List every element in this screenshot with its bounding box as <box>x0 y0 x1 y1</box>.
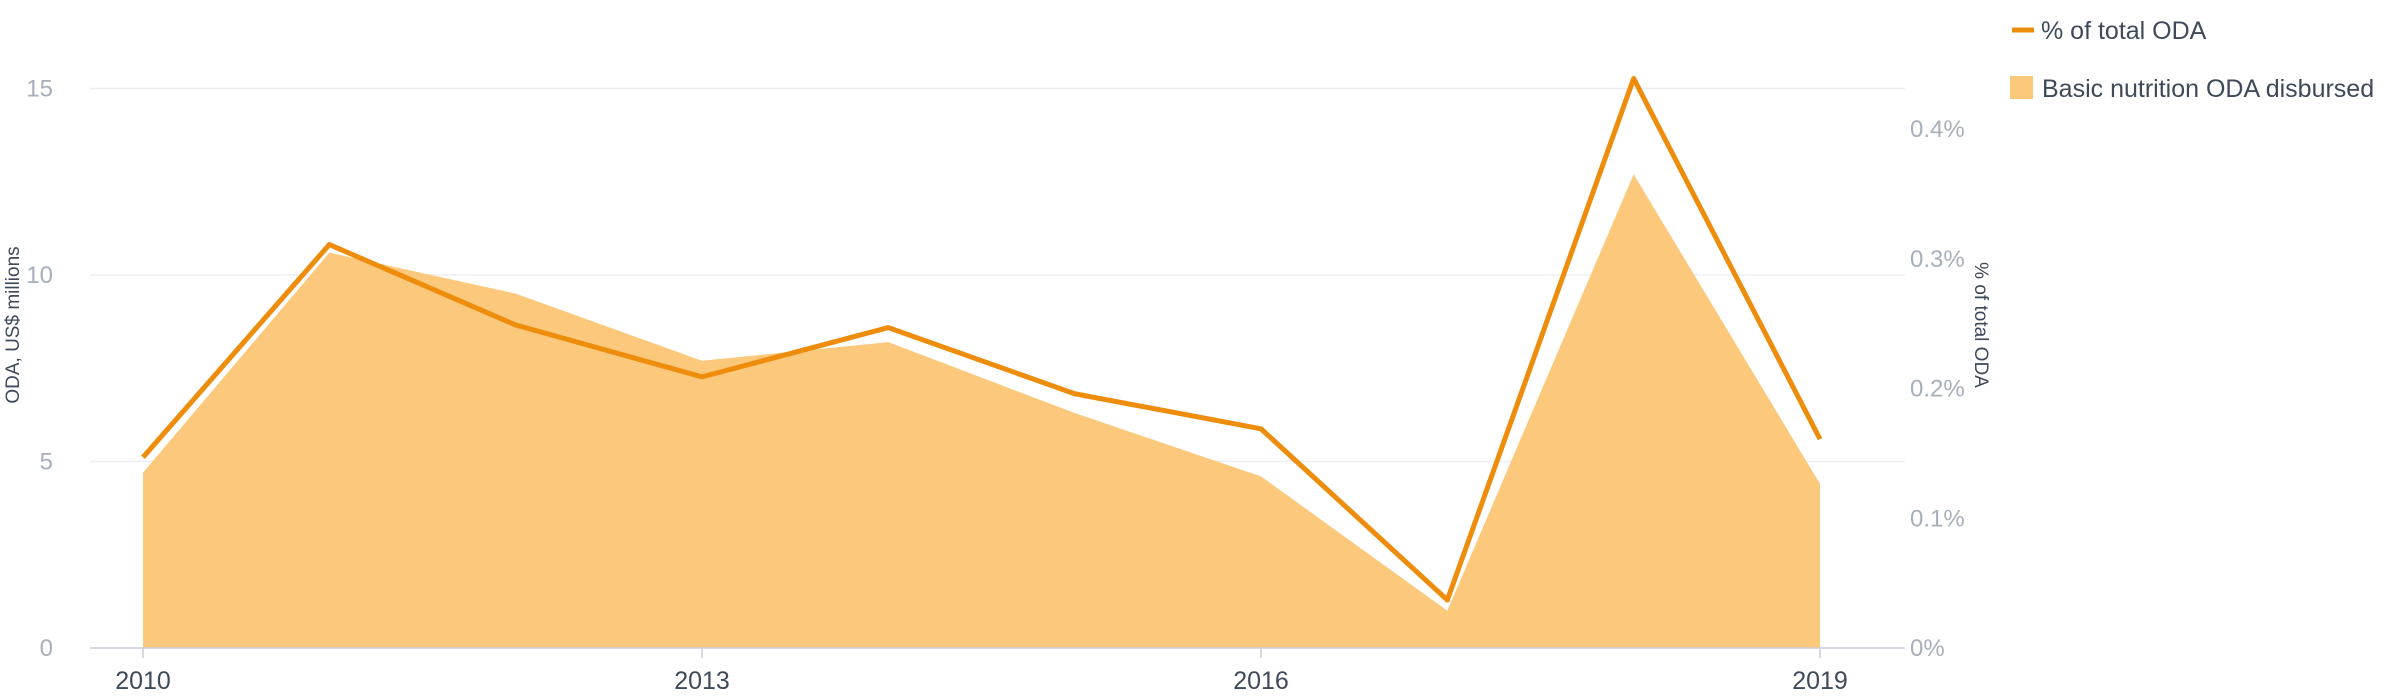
legend-label-pct-total-oda: % of total ODA <box>2041 17 2207 45</box>
nutrition-oda-area[interactable] <box>143 174 1820 648</box>
x-tick-label: 2010 <box>115 667 171 695</box>
left-axis-title: ODA, US$ millions <box>3 246 24 403</box>
legend-item-pct-total-oda[interactable]: % of total ODA <box>2012 17 2207 45</box>
legend-square-swatch <box>2010 76 2033 99</box>
right-tick-label: 0.4% <box>1910 116 1965 143</box>
pct-total-oda-line[interactable] <box>141 76 1823 603</box>
left-axis-ticks: 0 5 10 15 <box>26 75 53 662</box>
right-tick-label: 0.1% <box>1910 505 1965 532</box>
right-axis-ticks: 0% 0.1% 0.2% 0.3% 0.4% <box>1910 116 1965 662</box>
x-tick-label: 2019 <box>1792 667 1848 695</box>
left-tick-label: 5 <box>40 448 53 475</box>
right-tick-label: 0.2% <box>1910 376 1965 403</box>
legend: % of total ODA Basic nutrition ODA disbu… <box>2010 17 2374 103</box>
legend-label-basic-nutrition: Basic nutrition ODA disbursed <box>2042 75 2374 103</box>
left-tick-label: 15 <box>26 75 53 102</box>
right-tick-label: 0.3% <box>1910 246 1965 273</box>
x-tick-label: 2016 <box>1233 667 1289 695</box>
left-tick-label: 0 <box>40 635 53 662</box>
legend-item-basic-nutrition[interactable]: Basic nutrition ODA disbursed <box>2010 75 2374 103</box>
left-tick-label: 10 <box>26 262 53 289</box>
right-tick-label: 0% <box>1910 635 1945 662</box>
right-axis-title: % of total ODA <box>1970 262 1991 388</box>
x-tick-label: 2013 <box>674 667 730 695</box>
x-axis-ticks: 2010 2013 2016 2019 <box>115 648 1848 695</box>
